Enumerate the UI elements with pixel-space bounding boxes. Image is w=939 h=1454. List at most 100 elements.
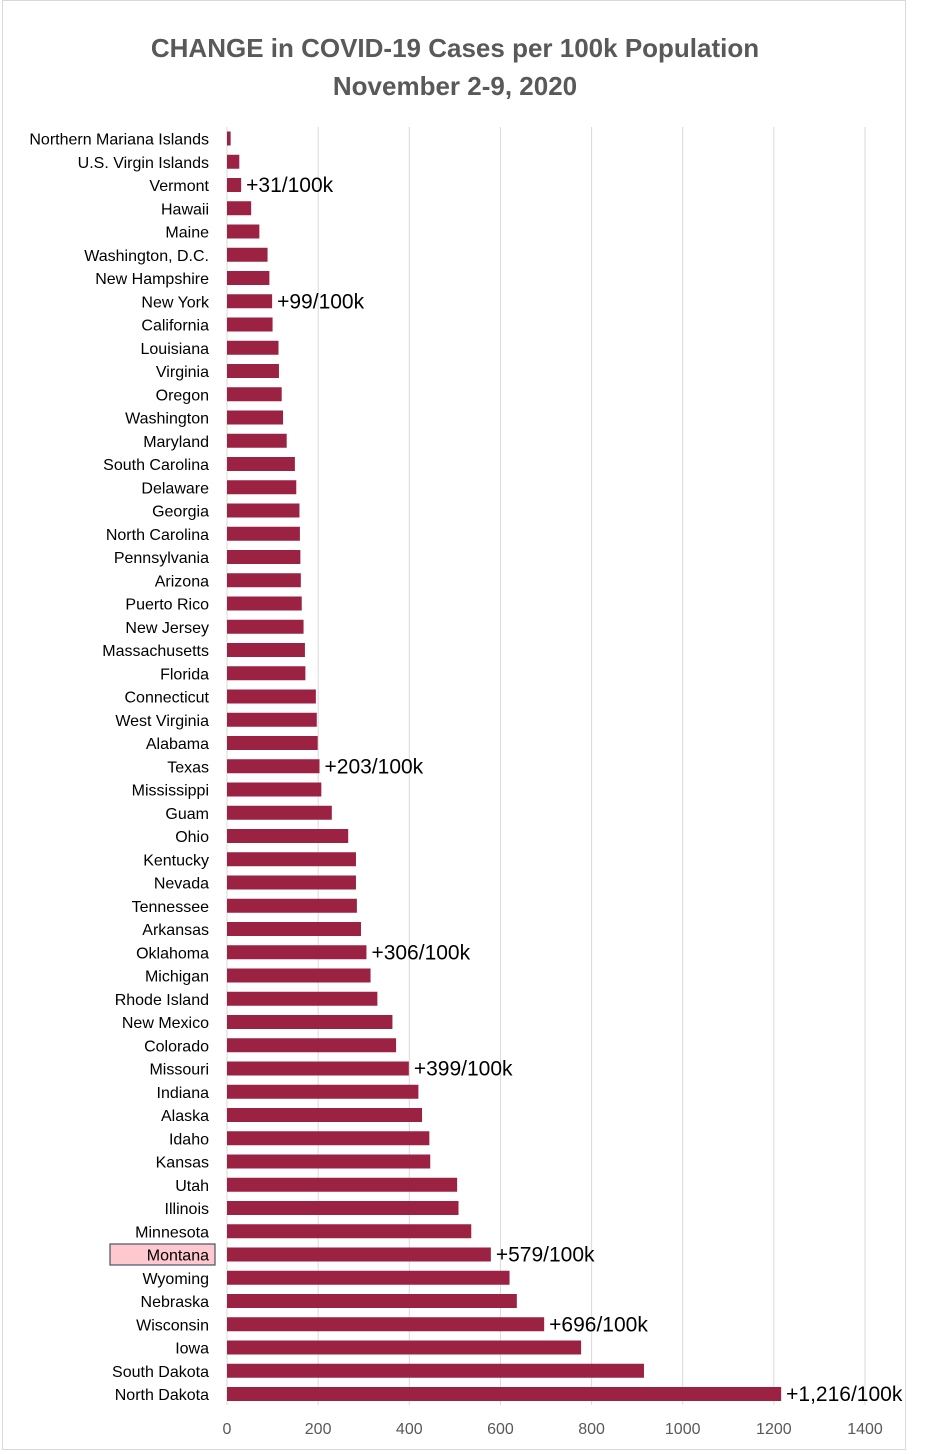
category-label-georgia: Georgia xyxy=(152,504,209,521)
annotation-new-york: +99/100k xyxy=(277,290,364,313)
category-label-iowa: Iowa xyxy=(175,1341,209,1358)
category-label-new-mexico: New Mexico xyxy=(122,1015,209,1032)
category-label-northern-mariana-islands: Northern Mariana Islands xyxy=(29,132,209,149)
category-label-california: California xyxy=(141,318,209,335)
category-label-maryland: Maryland xyxy=(143,434,209,451)
bar-rhode-island xyxy=(227,991,378,1006)
bar-arkansas xyxy=(227,922,361,936)
category-label-new-jersey: New Jersey xyxy=(125,620,209,637)
category-label-indiana: Indiana xyxy=(157,1085,210,1102)
bar-new-hampshire xyxy=(227,271,270,285)
bar-delaware xyxy=(227,480,297,495)
category-label-utah: Utah xyxy=(175,1178,209,1195)
bar-pennsylvania xyxy=(227,550,301,564)
chart-subtitle-line: November 2-9, 2020 xyxy=(332,71,578,101)
bar-georgia xyxy=(227,503,300,518)
category-label-vermont: Vermont xyxy=(149,178,209,195)
category-label-guam: Guam xyxy=(165,806,209,823)
bar-michigan xyxy=(227,968,371,983)
category-labels: Northern Mariana Islands U.S. Virgin Isla… xyxy=(29,132,216,1404)
category-label-virginia: Virginia xyxy=(156,364,209,381)
bar-puerto-rico xyxy=(227,596,302,611)
bar-idaho xyxy=(227,1131,430,1146)
bar-tennessee xyxy=(227,898,357,913)
annotation-north-dakota: +1,216/100k xyxy=(786,1383,903,1406)
category-label-south-dakota: South Dakota xyxy=(112,1364,209,1381)
category-label-connecticut: Connecticut xyxy=(125,690,210,707)
category-label-maine: Maine xyxy=(165,225,209,242)
bar-maine xyxy=(227,224,260,239)
x-tick-label-1200: 1200 xyxy=(756,1421,792,1438)
category-label-oregon: Oregon xyxy=(156,387,209,404)
category-label-delaware: Delaware xyxy=(141,480,209,497)
x-tick-label-400: 400 xyxy=(396,1421,423,1438)
chart-title: CHANGE in COVID-19 Cases per 100k Popula… xyxy=(3,29,907,105)
category-label-wyoming: Wyoming xyxy=(142,1271,209,1288)
bar-new-york xyxy=(227,294,273,309)
bar-texas xyxy=(227,759,320,774)
bar-massachusetts xyxy=(227,643,305,657)
bar-florida xyxy=(227,666,306,681)
bar-connecticut xyxy=(227,689,316,704)
x-tick-label-1000: 1000 xyxy=(665,1421,701,1438)
bar-west-virginia xyxy=(227,712,317,727)
gridlines xyxy=(226,127,866,1405)
category-label-minnesota: Minnesota xyxy=(135,1224,209,1241)
bar-virginia xyxy=(227,364,279,378)
bar-arizona xyxy=(227,573,301,588)
bar-ohio xyxy=(227,829,349,843)
bar-new-jersey xyxy=(227,619,304,634)
category-label-kentucky: Kentucky xyxy=(143,852,209,869)
chart-title-line: CHANGE in COVID-19 Cases per 100k Popula… xyxy=(150,33,760,63)
category-label-oklahoma: Oklahoma xyxy=(136,945,209,962)
category-label-montana: Montana xyxy=(147,1248,209,1265)
annotation-missouri: +399/100k xyxy=(414,1058,513,1081)
annotation-montana: +579/100k xyxy=(496,1244,595,1267)
category-label-louisiana: Louisiana xyxy=(141,341,210,358)
bar-vermont xyxy=(227,178,242,192)
category-label-florida: Florida xyxy=(160,666,209,683)
category-label-north-dakota: North Dakota xyxy=(115,1387,209,1404)
bar-minnesota xyxy=(227,1224,472,1239)
x-tick-label-600: 600 xyxy=(487,1421,514,1438)
category-label-pennsylvania: Pennsylvania xyxy=(114,550,209,567)
category-label-new-york: New York xyxy=(141,294,210,311)
bar-new-mexico xyxy=(227,1015,393,1029)
bar-kansas xyxy=(227,1154,431,1169)
category-label-washington-d-c: Washington, D.C. xyxy=(84,248,209,265)
bar-montana xyxy=(227,1247,491,1262)
annotation-texas: +203/100k xyxy=(325,755,424,778)
bar-oregon xyxy=(227,387,282,402)
category-label-ohio: Ohio xyxy=(175,829,209,846)
x-tick-label-800: 800 xyxy=(578,1421,605,1438)
category-label-tennessee: Tennessee xyxy=(132,899,209,916)
category-label-alaska: Alaska xyxy=(161,1108,209,1125)
highlight-box-montana xyxy=(109,1243,216,1266)
annotation-vermont: +31/100k xyxy=(246,174,333,197)
bar-illinois xyxy=(227,1201,459,1215)
bar-nebraska xyxy=(227,1294,517,1308)
category-label-arizona: Arizona xyxy=(155,573,209,590)
bar-california xyxy=(227,317,273,332)
category-label-west-virginia: West Virginia xyxy=(115,713,209,730)
x-tick-label-0: 0 xyxy=(223,1421,232,1438)
x-tick-label-1400: 1400 xyxy=(847,1421,883,1438)
bar-mississippi xyxy=(227,782,322,797)
bar-northern-mariana-islands xyxy=(227,131,231,146)
category-label-colorado: Colorado xyxy=(144,1038,209,1055)
category-label-michigan: Michigan xyxy=(145,969,209,986)
bar-iowa xyxy=(227,1340,582,1355)
bar-hawaii xyxy=(227,201,252,216)
bar-missouri xyxy=(227,1061,409,1076)
bar-south-carolina xyxy=(227,457,295,471)
bar-washington xyxy=(227,410,284,425)
category-label-south-carolina: South Carolina xyxy=(103,457,209,474)
category-label-wisconsin: Wisconsin xyxy=(136,1317,209,1334)
bar-alaska xyxy=(227,1108,423,1122)
bar-alabama xyxy=(227,736,318,750)
bar-nevada xyxy=(227,875,356,890)
category-label-illinois: Illinois xyxy=(165,1201,209,1218)
bar-kentucky xyxy=(227,852,356,867)
category-label-alabama: Alabama xyxy=(146,736,209,753)
